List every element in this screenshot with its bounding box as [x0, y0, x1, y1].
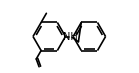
Text: NH: NH — [63, 32, 78, 42]
